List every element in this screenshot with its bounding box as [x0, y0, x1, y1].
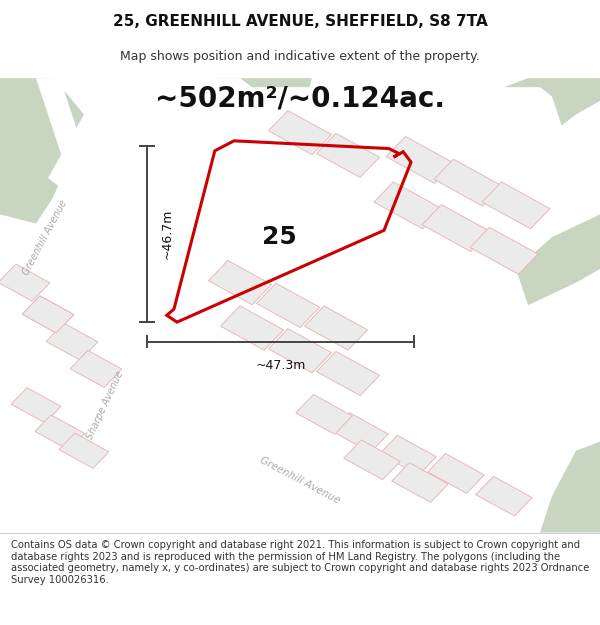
Polygon shape	[0, 264, 50, 301]
Polygon shape	[0, 169, 60, 224]
Polygon shape	[296, 394, 352, 434]
Polygon shape	[216, 78, 312, 132]
Text: ~502m²/~0.124ac.: ~502m²/~0.124ac.	[155, 84, 445, 112]
Text: Sharpe Avenue: Sharpe Avenue	[85, 369, 125, 441]
Polygon shape	[0, 78, 90, 274]
Polygon shape	[256, 283, 320, 328]
Polygon shape	[316, 351, 380, 396]
Polygon shape	[470, 228, 538, 274]
Polygon shape	[220, 306, 284, 350]
Polygon shape	[422, 204, 490, 251]
Polygon shape	[70, 351, 122, 388]
Polygon shape	[428, 454, 484, 493]
Text: Greenhill Avenue: Greenhill Avenue	[258, 455, 342, 506]
Polygon shape	[316, 133, 380, 178]
Polygon shape	[482, 182, 550, 229]
Polygon shape	[22, 296, 74, 333]
Polygon shape	[46, 323, 98, 360]
Polygon shape	[344, 440, 400, 479]
Polygon shape	[432, 78, 600, 160]
Polygon shape	[516, 214, 600, 305]
Polygon shape	[0, 78, 84, 178]
Polygon shape	[208, 261, 272, 305]
Polygon shape	[380, 436, 436, 475]
Text: ~46.7m: ~46.7m	[160, 209, 173, 259]
Polygon shape	[304, 306, 368, 350]
Text: 25, GREENHILL AVENUE, SHEFFIELD, S8 7TA: 25, GREENHILL AVENUE, SHEFFIELD, S8 7TA	[113, 14, 487, 29]
Polygon shape	[132, 78, 564, 342]
Polygon shape	[434, 159, 502, 206]
Polygon shape	[476, 476, 532, 516]
Polygon shape	[22, 296, 74, 333]
Text: Greenhill Avenue: Greenhill Avenue	[21, 198, 69, 276]
Text: Map shows position and indicative extent of the property.: Map shows position and indicative extent…	[120, 50, 480, 62]
Polygon shape	[268, 329, 332, 373]
Polygon shape	[540, 442, 600, 532]
Polygon shape	[11, 388, 61, 423]
Polygon shape	[268, 111, 332, 155]
Polygon shape	[392, 462, 448, 503]
Text: 25: 25	[262, 225, 296, 249]
Polygon shape	[386, 136, 454, 183]
Text: ~47.3m: ~47.3m	[256, 359, 305, 372]
Text: Contains OS data © Crown copyright and database right 2021. This information is : Contains OS data © Crown copyright and d…	[11, 540, 589, 585]
Polygon shape	[332, 412, 388, 452]
Polygon shape	[0, 337, 144, 464]
Polygon shape	[59, 433, 109, 468]
Polygon shape	[35, 415, 85, 450]
Polygon shape	[0, 364, 492, 532]
Polygon shape	[374, 182, 442, 229]
